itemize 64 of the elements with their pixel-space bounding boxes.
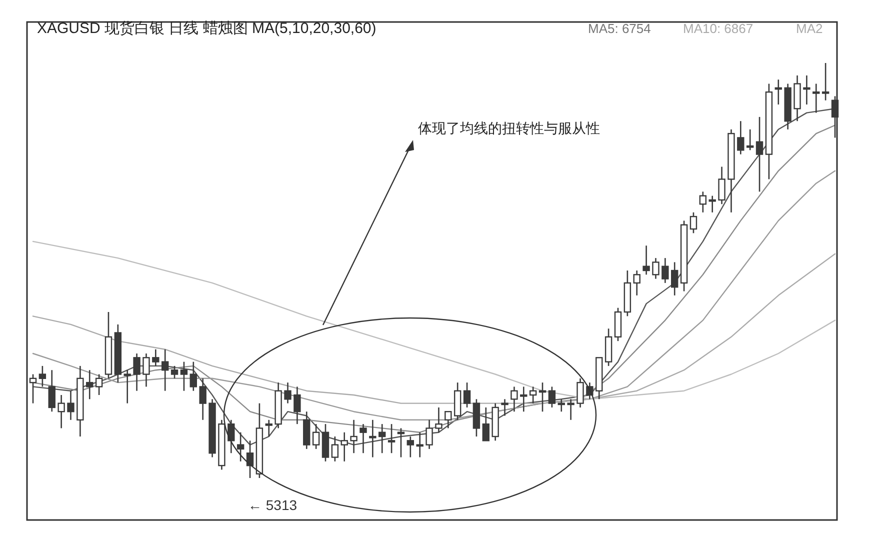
- candlestick: [671, 262, 678, 296]
- candlestick: [350, 419, 358, 454]
- candlestick: [236, 432, 244, 462]
- candlestick: [38, 365, 46, 388]
- candlestick: [444, 410, 452, 429]
- candlestick: [142, 352, 150, 388]
- candlestick: [718, 166, 726, 205]
- candlestick: [180, 361, 188, 392]
- candlestick: [161, 348, 169, 392]
- candlestick: [284, 382, 292, 404]
- text: ← 5313: [248, 497, 298, 513]
- candlestick: [756, 116, 764, 192]
- candlestick: [737, 120, 744, 155]
- candlestick: [567, 398, 574, 421]
- candlestick: [312, 423, 320, 450]
- candlestick: [124, 369, 131, 404]
- candlestick: [699, 191, 707, 214]
- candlestick: [48, 369, 56, 412]
- candlestick: [822, 62, 830, 101]
- candlestick: [294, 386, 301, 425]
- candlestick: [501, 398, 508, 416]
- candlestick: [170, 365, 178, 380]
- candlestick: [133, 352, 140, 392]
- text: MA5: 6754: [588, 21, 651, 36]
- candlestick: [426, 419, 433, 450]
- candlestick: [199, 378, 206, 421]
- candlestick: [388, 423, 396, 454]
- candlestick: [633, 270, 640, 296]
- candlestick: [662, 257, 669, 284]
- candlestick: [803, 74, 810, 106]
- candlestick: [520, 386, 528, 412]
- candlestick: [690, 212, 698, 234]
- candlestick: [642, 244, 650, 276]
- candlestick: [369, 419, 376, 458]
- candlestick: [558, 398, 565, 412]
- text: MA10: 6867: [683, 21, 754, 36]
- annotation: 体现了均线的扭转性与服从性: [418, 120, 600, 136]
- candlestick: [482, 406, 490, 442]
- candlestick: [331, 436, 339, 462]
- candlestick: [435, 406, 442, 433]
- candlestick: [416, 432, 424, 458]
- candlestick: [58, 394, 65, 429]
- candlestick: [576, 378, 584, 408]
- candlestick: [378, 423, 386, 454]
- candlestick: [190, 361, 197, 392]
- candlestick: [360, 423, 367, 454]
- candlestick: [406, 436, 414, 458]
- candlestick: [510, 386, 518, 412]
- candlestick: [812, 83, 820, 114]
- candlestick: [29, 374, 37, 404]
- text: MA2: [796, 21, 823, 36]
- candlestick: [746, 128, 754, 151]
- chart-title: XAGUSD 现货白银 日线 蜡烛图 MA(5,10,20,30,60): [37, 20, 376, 37]
- candlestick: [152, 348, 160, 367]
- candlestick: [95, 374, 103, 396]
- candlestick: [548, 386, 556, 408]
- candlestick: [340, 432, 348, 462]
- candlestick: [265, 419, 272, 438]
- candlestick: [529, 386, 537, 404]
- candlestick: [463, 382, 471, 408]
- candlestick: [652, 257, 660, 280]
- candlestick: [86, 369, 94, 400]
- candlestick: [67, 390, 74, 421]
- candlestick: [708, 195, 716, 214]
